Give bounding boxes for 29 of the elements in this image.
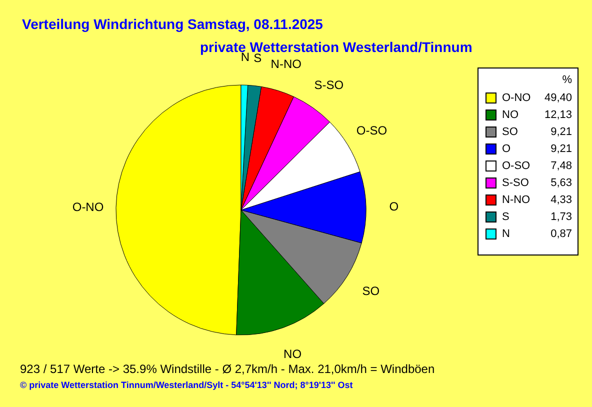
- slice-label: NO: [284, 347, 302, 362]
- slice-label: O: [389, 200, 399, 214]
- legend-label: O-NO: [502, 92, 532, 104]
- legend-title: %: [562, 74, 572, 86]
- data-label: 12,13: [544, 109, 572, 121]
- data-label: 0,87: [550, 228, 572, 240]
- data-label: 5,63: [550, 177, 572, 189]
- legend-label: S-SO: [502, 177, 530, 189]
- legend-label: NO: [502, 109, 519, 121]
- legend-label: S: [502, 211, 510, 223]
- text: 923 / 517 Werte -> 35.9% Windstille - Ø 2,7km/h - Max. 21,0km/h = Windböen: [20, 362, 435, 376]
- slice-label: SO: [362, 284, 380, 298]
- legend-label: N-NO: [502, 194, 531, 206]
- data-label: 9,21: [550, 143, 572, 155]
- data-label: 4,33: [550, 194, 572, 206]
- legend-label: O: [502, 143, 511, 155]
- legend-label: N: [502, 228, 510, 240]
- data-label: 1,73: [550, 211, 572, 223]
- chart-title: Verteilung Windrichtung Samstag, 08.11.2025: [22, 16, 324, 32]
- slice-label: O-NO: [72, 200, 104, 214]
- data-label: 7,48: [550, 160, 572, 172]
- slice-label: S-SO: [314, 78, 344, 92]
- legend-label: O-SO: [502, 160, 531, 172]
- data-label: 49,40: [544, 92, 572, 104]
- slice-label: O-SO: [356, 123, 388, 138]
- data-label: 9,21: [550, 126, 572, 138]
- legend-label: SO: [502, 126, 518, 138]
- text: © private Wetterstation Tinnum/Westerland/Sylt - 54°54'13'' Nord; 8°19'13'' Ost: [20, 380, 353, 390]
- slice-label: N-NO: [270, 56, 302, 71]
